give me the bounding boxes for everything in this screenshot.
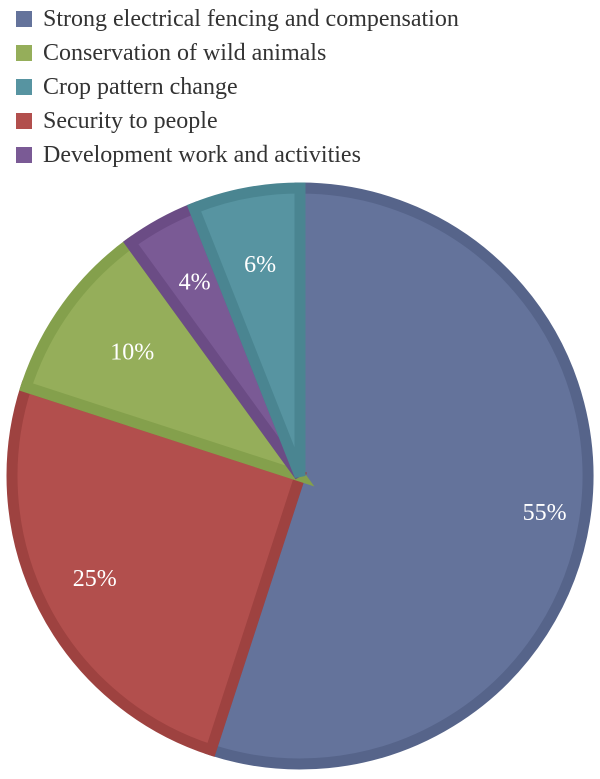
legend-swatch <box>16 147 32 163</box>
legend-item-security-to-people: Security to people <box>16 104 459 138</box>
legend-label: Development work and activities <box>43 141 361 168</box>
slice-label: 25% <box>73 566 117 592</box>
pie-slice <box>6 380 307 757</box>
pie-slice <box>19 235 315 487</box>
slice-label: 10% <box>110 340 154 366</box>
legend-swatch <box>16 45 32 61</box>
legend: Strong electrical fencing and compensati… <box>16 2 459 172</box>
legend-item-development-work: Development work and activities <box>16 138 459 172</box>
legend-label: Conservation of wild animals <box>43 39 327 66</box>
legend-item-strong-electrical-fencing: Strong electrical fencing and compensati… <box>16 2 459 36</box>
legend-item-crop-pattern-change: Crop pattern change <box>16 70 459 104</box>
slice-label: 55% <box>523 500 567 526</box>
legend-label: Security to people <box>43 107 218 134</box>
legend-swatch <box>16 79 32 95</box>
legend-swatch <box>16 11 32 27</box>
legend-label: Crop pattern change <box>43 73 238 100</box>
slice-label: 6% <box>244 252 276 278</box>
slice-label: 4% <box>179 270 211 296</box>
legend-swatch <box>16 113 32 129</box>
legend-label: Strong electrical fencing and compensati… <box>43 5 459 32</box>
pie-slice <box>186 182 306 479</box>
legend-item-conservation-wild-animals: Conservation of wild animals <box>16 36 459 70</box>
